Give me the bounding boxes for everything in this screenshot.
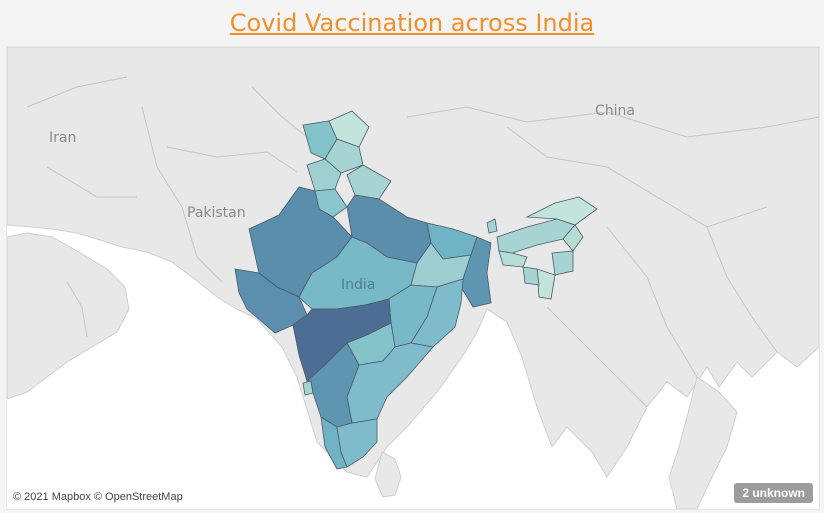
state-tamil-nadu[interactable] (336, 418, 378, 468)
land-southeast-asia (668, 376, 738, 509)
india-label: India (341, 277, 375, 293)
india-states[interactable] (234, 110, 598, 470)
title-bar: Covid Vaccination across India (0, 0, 824, 46)
state-uttarakhand[interactable] (346, 164, 392, 200)
china-label: China (595, 103, 635, 119)
choropleth-map[interactable]: Iran Pakistan China (6, 46, 820, 510)
iran-label: Iran (49, 130, 76, 146)
map-attribution[interactable]: © 2021 Mapbox © OpenStreetMap (13, 491, 183, 503)
state-meghalaya[interactable] (498, 250, 528, 268)
map-canvas[interactable]: Iran Pakistan China (7, 47, 819, 509)
state-punjab[interactable] (306, 158, 342, 192)
land-sri-lanka (374, 451, 402, 498)
state-tripura[interactable] (522, 266, 540, 286)
state-arunachal[interactable] (525, 196, 598, 226)
state-nagaland[interactable] (562, 224, 584, 252)
state-ladakh[interactable] (328, 110, 370, 148)
state-manipur[interactable] (551, 250, 574, 276)
land-arabia (7, 232, 130, 400)
pakistan-label: Pakistan (187, 205, 246, 221)
dashboard-title[interactable]: Covid Vaccination across India (229, 9, 595, 37)
unknown-indicator[interactable]: 2 unknown (734, 483, 813, 503)
state-mizoram[interactable] (536, 268, 556, 300)
state-sikkim[interactable] (486, 218, 498, 234)
